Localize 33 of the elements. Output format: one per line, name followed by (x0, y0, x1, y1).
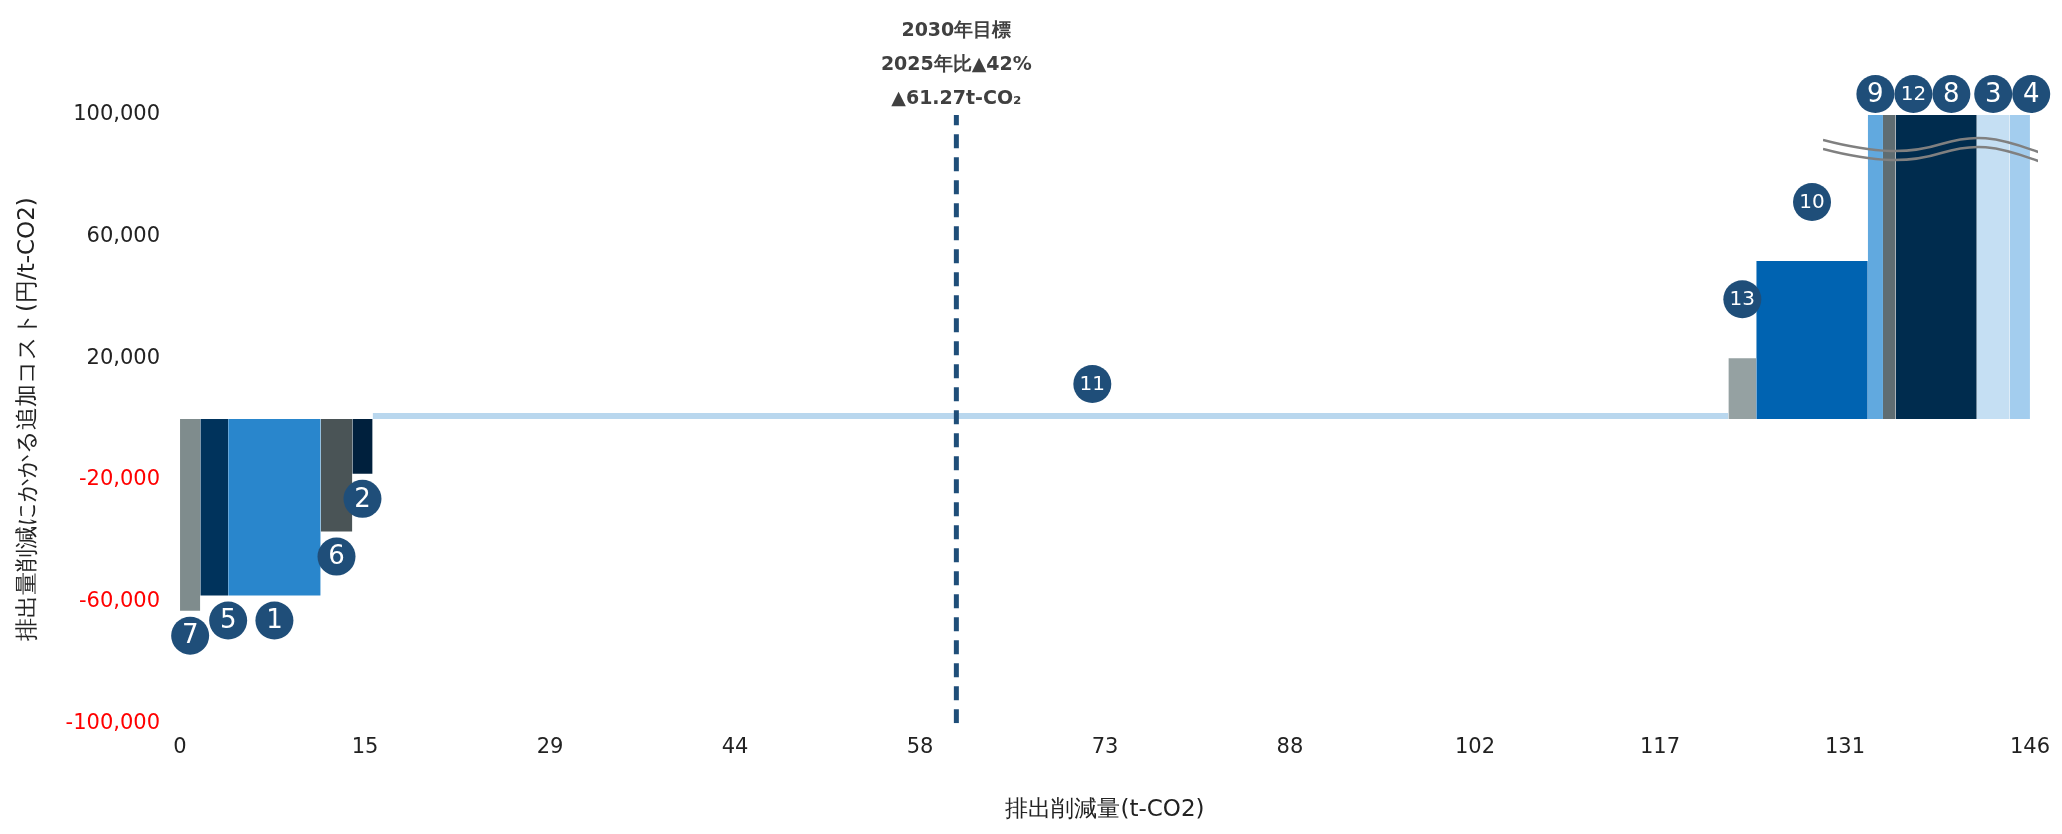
annotation: 8 (1943, 77, 1960, 108)
annotation: 9 (1867, 77, 1884, 108)
annotation: 1 (266, 604, 283, 635)
x-tick-label: 0 (173, 734, 187, 759)
annotation: 4 (2022, 77, 2040, 108)
y-tick-label: 60,000 (86, 223, 161, 248)
y-tick-label: -20,000 (78, 466, 161, 491)
x-tick-label: 29 (536, 734, 564, 759)
y-tick-label: 100,000 (73, 101, 161, 126)
x-tick-label: 58 (906, 734, 934, 759)
x-tick-label: 102 (1454, 734, 1496, 759)
x-tick-label: 73 (1091, 734, 1119, 759)
annotation: 13 (1729, 286, 1756, 311)
annotation: 3 (1984, 77, 2002, 108)
annotation: 10 (1799, 189, 1825, 214)
y-tick-label: -100,000 (65, 709, 161, 734)
annotation: 7 (181, 619, 199, 650)
ref-line-label: 2030年目標 2025年比▲42% ▲61.27t-CO₂ (880, 17, 1032, 108)
y-tick-label: 20,000 (86, 344, 161, 369)
annotation: 6 (328, 540, 345, 571)
y-axis-title: 排出量削減にかかる追加コスト(円/t-CO2) (12, 197, 39, 642)
annotation: 12 (1900, 81, 1927, 106)
x-tick-label: 44 (721, 734, 749, 759)
x-tick-label: 15 (351, 734, 379, 759)
x-tick-label: 88 (1276, 734, 1304, 759)
x-tick-label: 131 (1824, 734, 1866, 759)
x-tick-label: 146 (2009, 734, 2051, 759)
x-tick-label: 117 (1639, 734, 1681, 759)
annotation: 2 (354, 482, 371, 513)
y-tick-label: -60,000 (78, 588, 161, 613)
x-axis-title: 排出削減量(t-CO2) (1005, 795, 1205, 822)
annotation: 5 (219, 604, 237, 635)
annotation: 11 (1079, 371, 1106, 396)
